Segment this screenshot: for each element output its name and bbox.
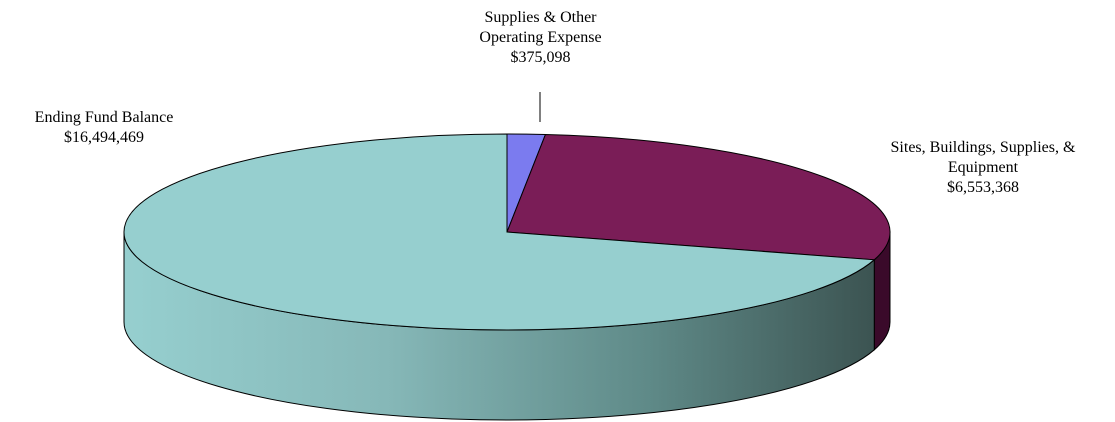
- label-supplies: Supplies & Other Operating Expense $375,…: [463, 8, 618, 68]
- label-ending-fund: Ending Fund Balance $16,494,469: [4, 108, 204, 148]
- label-sites-line1: Sites, Buildings, Supplies, &: [890, 139, 1076, 156]
- label-sites-line2: Equipment: [947, 159, 1019, 176]
- label-ending-fund-value: $16,494,469: [64, 129, 144, 146]
- label-sites: Sites, Buildings, Supplies, & Equipment …: [858, 138, 1108, 198]
- slice-sites: [506, 133, 891, 261]
- label-supplies-line1: Supplies & Other: [484, 9, 597, 26]
- pie-top-faces: [123, 133, 891, 331]
- label-supplies-line2: Operating Expense: [479, 29, 602, 46]
- label-sites-value: $6,553,368: [947, 179, 1019, 196]
- label-ending-fund-line1: Ending Fund Balance: [34, 109, 174, 126]
- slice-ending-fund: [123, 133, 876, 331]
- label-supplies-value: $375,098: [510, 49, 571, 66]
